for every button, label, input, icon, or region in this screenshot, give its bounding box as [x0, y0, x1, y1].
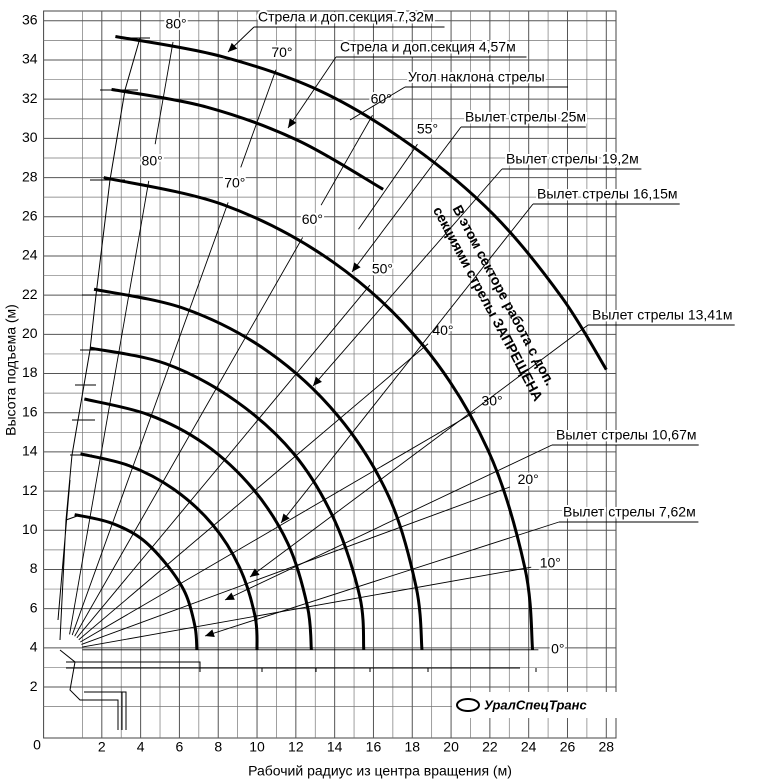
callout-line — [249, 324, 589, 578]
boom-curve — [74, 513, 199, 650]
callout-arrow — [281, 513, 290, 523]
callout-arrow — [228, 42, 238, 52]
y-tick-label: 18 — [22, 364, 38, 380]
angle-title: Угол наклона стрелы — [408, 69, 545, 85]
x-tick-label: 16 — [366, 739, 382, 755]
y-tick-label: 34 — [22, 51, 38, 67]
callout-line — [287, 56, 337, 129]
callout-arrow — [250, 568, 260, 577]
angle-label: 10° — [540, 554, 561, 570]
callout-line — [351, 126, 462, 273]
y-tick-label: 36 — [22, 12, 38, 28]
boom-curve — [83, 397, 313, 650]
angle-label: 70° — [271, 44, 292, 60]
x-tick-label: 10 — [249, 739, 265, 755]
x-tick-label: 2 — [98, 739, 106, 755]
x-tick-label: 14 — [327, 739, 343, 755]
x-tick-label: 4 — [137, 739, 145, 755]
legend-label: Вылет стрелы 13,41м — [592, 307, 733, 323]
angle-line — [358, 143, 418, 230]
boom-curve — [93, 287, 424, 650]
y-tick-label: 26 — [22, 207, 38, 223]
angle-label: 0° — [551, 641, 564, 657]
y-tick-label: 10 — [22, 521, 38, 537]
angle-line — [320, 115, 373, 206]
x-tick-label: 22 — [482, 739, 498, 755]
callout-arrow — [352, 262, 361, 272]
angle-label: 20° — [518, 471, 539, 487]
x-tick-label: 28 — [599, 739, 615, 755]
x-tick-label: 20 — [443, 739, 459, 755]
angle-label: 80° — [165, 15, 186, 31]
y-tick-label: 28 — [22, 168, 38, 184]
legend-label: Стрела и доп.секция 7,32м — [258, 9, 434, 25]
angle-label: 55° — [417, 120, 438, 136]
y-tick-label: 12 — [22, 482, 38, 498]
crane-outline — [57, 37, 537, 730]
angle-label: 60° — [371, 91, 392, 107]
y-tick-label: 24 — [22, 247, 38, 263]
y-tick-label: 30 — [22, 129, 38, 145]
y-tick-label: 14 — [22, 443, 38, 459]
boom-curve — [80, 452, 259, 650]
legend-label: Вылет стрелы 19,2м — [506, 151, 639, 167]
x-axis-title: Рабочий радиус из центра вращения (м) — [248, 763, 512, 779]
y-tick-label: 6 — [30, 599, 38, 615]
angle-label: 70° — [224, 175, 245, 191]
x-tick-label: 8 — [214, 739, 222, 755]
angle-label: 60° — [302, 211, 323, 227]
callout-arrow — [225, 592, 235, 600]
origin-label: 0 — [33, 737, 41, 753]
angle-label: 50° — [372, 261, 393, 277]
legend-label: Вылет стрелы 25м — [465, 109, 586, 125]
y-tick-label: 16 — [22, 403, 38, 419]
callout-line — [204, 521, 560, 637]
x-tick-label: 26 — [560, 739, 576, 755]
angle-line — [154, 41, 174, 145]
x-tick-label: 18 — [404, 739, 420, 755]
logo-text: УралСпецТранс — [484, 697, 587, 712]
angle-label: 40° — [432, 322, 453, 338]
plot-frame — [43, 10, 617, 739]
callout-arrow — [205, 629, 215, 638]
angle-line — [240, 69, 277, 168]
y-tick-label: 22 — [22, 286, 38, 302]
legend-label: Вылет стрелы 16,15м — [537, 186, 678, 202]
angle-line — [76, 284, 371, 639]
y-tick-label: 8 — [30, 560, 38, 576]
x-tick-label: 12 — [288, 739, 304, 755]
callout-line — [349, 86, 406, 121]
callout-line — [224, 444, 553, 601]
angle-label: 30° — [481, 393, 502, 409]
callout-line — [312, 168, 503, 387]
y-tick-label: 4 — [30, 639, 38, 655]
y-tick-label: 20 — [22, 325, 38, 341]
legend-label: Вылет стрелы 7,62м — [563, 504, 696, 520]
y-tick-label: 32 — [22, 90, 38, 106]
callout-line — [280, 203, 534, 524]
callout-arrow — [313, 376, 322, 386]
x-tick-label: 6 — [176, 739, 184, 755]
legend-label: Вылет стрелы 10,67м — [556, 427, 697, 443]
logo: УралСпецТранс — [452, 692, 622, 718]
y-tick-label: 2 — [30, 678, 38, 694]
angle-line — [69, 180, 150, 635]
boom-curve — [115, 34, 608, 371]
angle-line — [74, 237, 304, 637]
x-tick-label: 24 — [521, 739, 537, 755]
angle-label: 80° — [142, 152, 163, 168]
callout-arrow — [288, 118, 297, 128]
y-axis-title: Высота подъема (м) — [3, 304, 19, 436]
boom-curve — [111, 87, 384, 191]
legend-label: Стрела и доп.секция 4,57м — [340, 39, 516, 55]
angle-line — [71, 202, 229, 636]
boom-curve — [89, 346, 366, 650]
